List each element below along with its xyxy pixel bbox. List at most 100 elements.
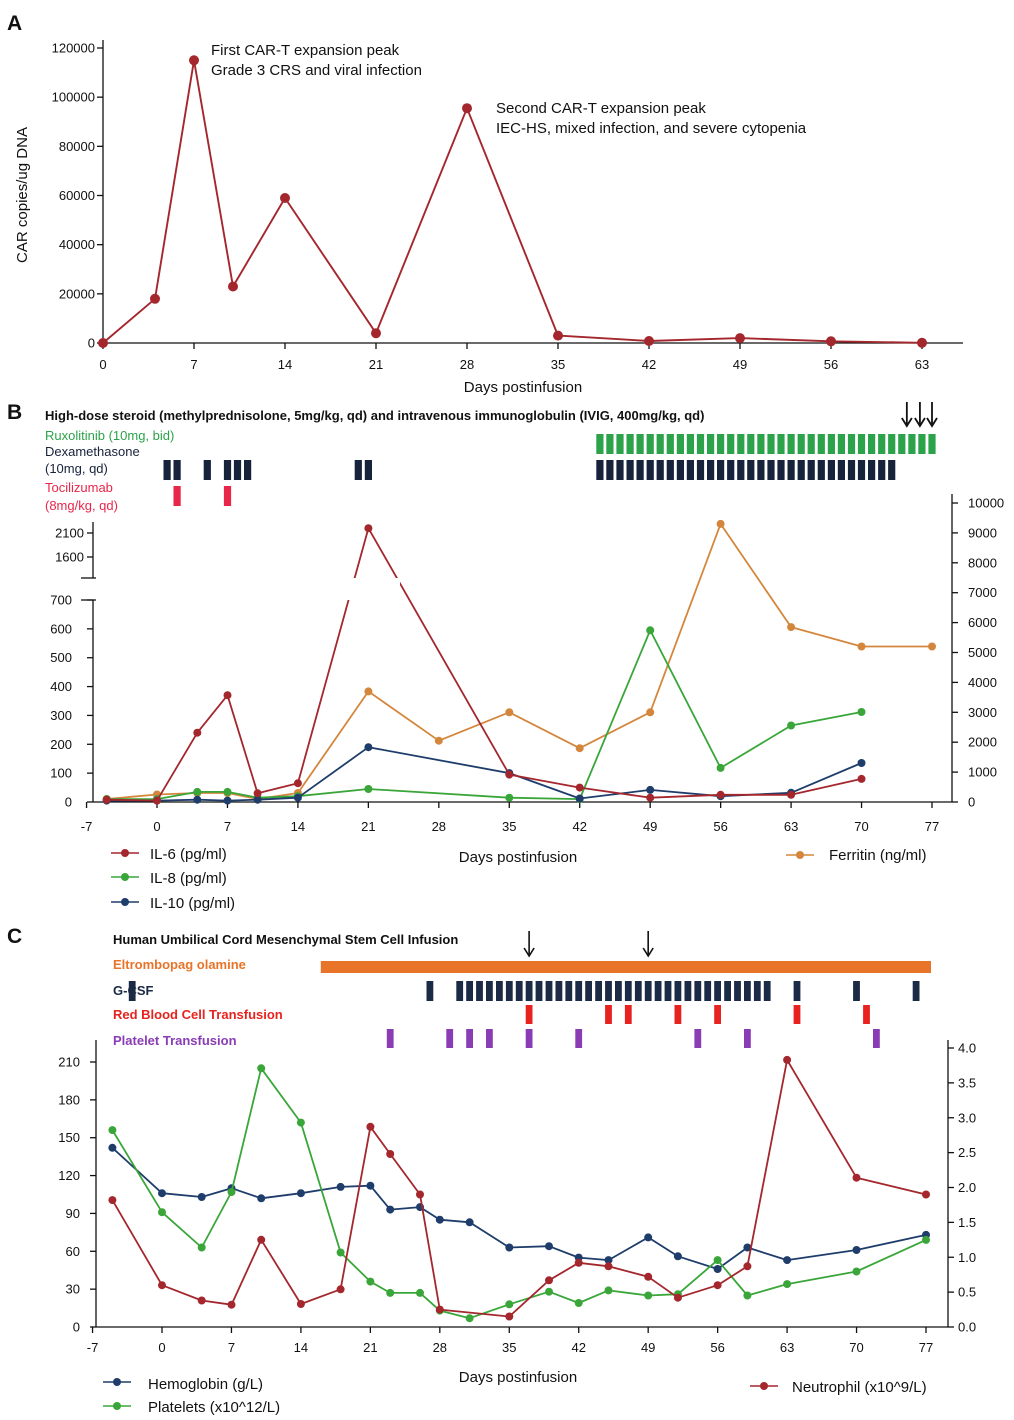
ruxolitinib-dose-bar [817, 434, 825, 454]
gcsf-dose-bar [515, 981, 523, 1001]
eltrombopag-bar [320, 961, 931, 973]
panel-b-right-tick-label: 0 [968, 795, 975, 810]
rbc-transfusion-label: Red Blood Cell Transfusion [113, 1007, 283, 1022]
dexamethasone-dose-bar [163, 460, 171, 480]
platelets-point-12 [505, 1300, 514, 1309]
il6-point-0 [102, 795, 111, 804]
panel-b-x-tick-label: 70 [854, 819, 868, 834]
panel-c-x-tick-label: 70 [849, 1340, 863, 1355]
hemoglobin-point-21 [852, 1246, 861, 1254]
neutrophil-point-21 [922, 1190, 930, 1199]
hemoglobin-point-2 [197, 1193, 206, 1201]
hemoglobin-point-0 [108, 1143, 117, 1152]
legend-platelets-marker-dot [113, 1402, 121, 1410]
ruxolitinib-dose-bar [767, 434, 775, 454]
panel-c-left-tick-label: 210 [58, 1055, 80, 1070]
platelet-transfusion-bar [486, 1029, 493, 1048]
car-copies-point-6 [462, 103, 472, 114]
il6-point-9 [646, 793, 655, 802]
rbc-transfusion-bar [714, 1005, 721, 1024]
dexamethasone-dose-bar [203, 460, 211, 480]
panel-b-x-tick-label: 63 [784, 819, 798, 834]
gcsf-dose-bar [486, 981, 493, 1001]
platelet-transfusion-bar [744, 1029, 751, 1048]
panel-c: C Human Umbilical Cord Mesenchymal Stem … [7, 925, 927, 1416]
panel-a-x-tick-label: 28 [460, 357, 474, 372]
platelets-point-5 [296, 1118, 305, 1127]
dexamethasone-dose-bar [847, 460, 856, 480]
panel-a-y-tick-label: 0 [88, 336, 95, 351]
panel-b-left-tick-label: 700 [50, 593, 72, 608]
platelets-point-7 [366, 1277, 375, 1286]
gcsf-dose-bar [624, 981, 632, 1001]
il6-point-1 [153, 796, 161, 805]
il6-point-10 [716, 790, 725, 799]
legend-il8-label: IL-8 (pg/ml) [150, 870, 227, 887]
rbc-transfusion-bar [793, 1005, 801, 1024]
car-copies-point-5 [371, 328, 381, 339]
panel-a-x-tick-label: 0 [99, 357, 106, 372]
tocilizumab-dose-bar [173, 486, 181, 506]
panel-b-x-tick-label: 42 [572, 819, 586, 834]
panel-c-left-tick-label: 0 [73, 1320, 80, 1335]
msc-infusion-arrow-head [642, 947, 654, 958]
panel-c-right-tick-label: 2.0 [958, 1180, 976, 1195]
dexamethasone-dose-bar [233, 460, 242, 480]
dexamethasone-dose-bar [666, 460, 674, 480]
dexamethasone-dose-bar [686, 460, 694, 480]
hemoglobin-point-12 [505, 1243, 514, 1252]
neutrophil-point-12 [545, 1276, 553, 1285]
il6-point-5 [293, 779, 302, 788]
gcsf-dose-bar [724, 981, 731, 1001]
platelets-point-21 [852, 1267, 861, 1276]
dexamethasone-dose-bar [827, 460, 835, 480]
platelet-transfusion-bar [575, 1029, 583, 1048]
ruxolitinib-dose-bar [888, 434, 896, 454]
gcsf-dose-bar [684, 981, 692, 1001]
ferritin-point-14 [928, 642, 936, 651]
il10-point-6 [364, 743, 373, 752]
panel-a-x-tick-label: 35 [551, 357, 565, 372]
gcsf-dose-bar [555, 981, 563, 1001]
panel-b-letter: B [7, 401, 22, 424]
hemoglobin-point-13 [545, 1242, 553, 1251]
panel-b-right-tick-label: 8000 [968, 555, 997, 570]
neutrophil-point-16 [673, 1293, 682, 1302]
steroid-arrow-head [914, 417, 926, 428]
platelet-transfusion-bar [386, 1029, 394, 1048]
dexamethasone-dose-bar [244, 460, 252, 480]
panel-c-x-tick-label: 56 [710, 1340, 724, 1355]
panel-c-right-tick-label: 3.0 [958, 1110, 976, 1125]
il8-point-10 [716, 763, 725, 772]
dexamethasone-dose-bar [636, 460, 644, 480]
il6-point-7 [505, 770, 514, 779]
il10-point-9 [646, 785, 655, 794]
neutrophil-point-14 [604, 1262, 613, 1271]
msc-infusion-label: Human Umbilical Cord Mesenchymal Stem Ce… [113, 932, 458, 947]
dexamethasone-dose-bar [223, 460, 232, 480]
panel-a-x-tick-label: 56 [824, 357, 838, 372]
panel-c-right-tick-label: 4.0 [958, 1041, 976, 1056]
ruxolitinib-dose-bar [757, 434, 765, 454]
il10-point-3 [223, 796, 232, 805]
il6-point-3 [223, 691, 232, 700]
platelets-point-4 [257, 1064, 266, 1073]
gcsf-dose-bar [545, 981, 553, 1001]
ruxolitinib-dose-bar [777, 434, 785, 454]
tocilizumab-label-line2: (8mg/kg, qd) [45, 498, 118, 513]
car-copies-point-8 [644, 336, 654, 346]
dexamethasone-dose-bar [767, 460, 775, 480]
gcsf-dose-bar [505, 981, 513, 1001]
hemoglobin-line [111, 1147, 927, 1270]
il6-point-2 [193, 728, 202, 737]
legend-ferritin-label: Ferritin (ng/ml) [829, 847, 927, 864]
panel-b-right-tick-label: 9000 [968, 525, 997, 540]
neutrophil-point-11 [505, 1312, 514, 1321]
panel-a-x-tick-label: 21 [369, 357, 383, 372]
ferritin-point-6 [364, 687, 373, 696]
neutrophil-point-1 [158, 1281, 166, 1290]
dexamethasone-dose-bar [707, 460, 715, 480]
ruxolitinib-dose-bar [616, 434, 624, 454]
ruxolitinib-dose-bar [918, 434, 926, 454]
legend-il8-marker-dot [121, 873, 129, 881]
